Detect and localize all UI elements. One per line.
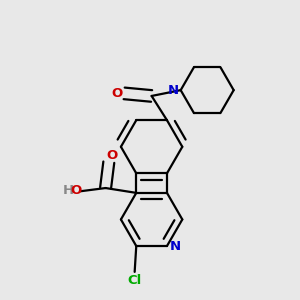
Text: O: O (111, 87, 123, 100)
Text: N: N (170, 239, 181, 253)
Text: Cl: Cl (128, 274, 142, 287)
Text: O: O (70, 184, 82, 197)
Text: O: O (106, 148, 118, 162)
Text: H: H (62, 184, 74, 197)
Text: N: N (168, 84, 179, 97)
